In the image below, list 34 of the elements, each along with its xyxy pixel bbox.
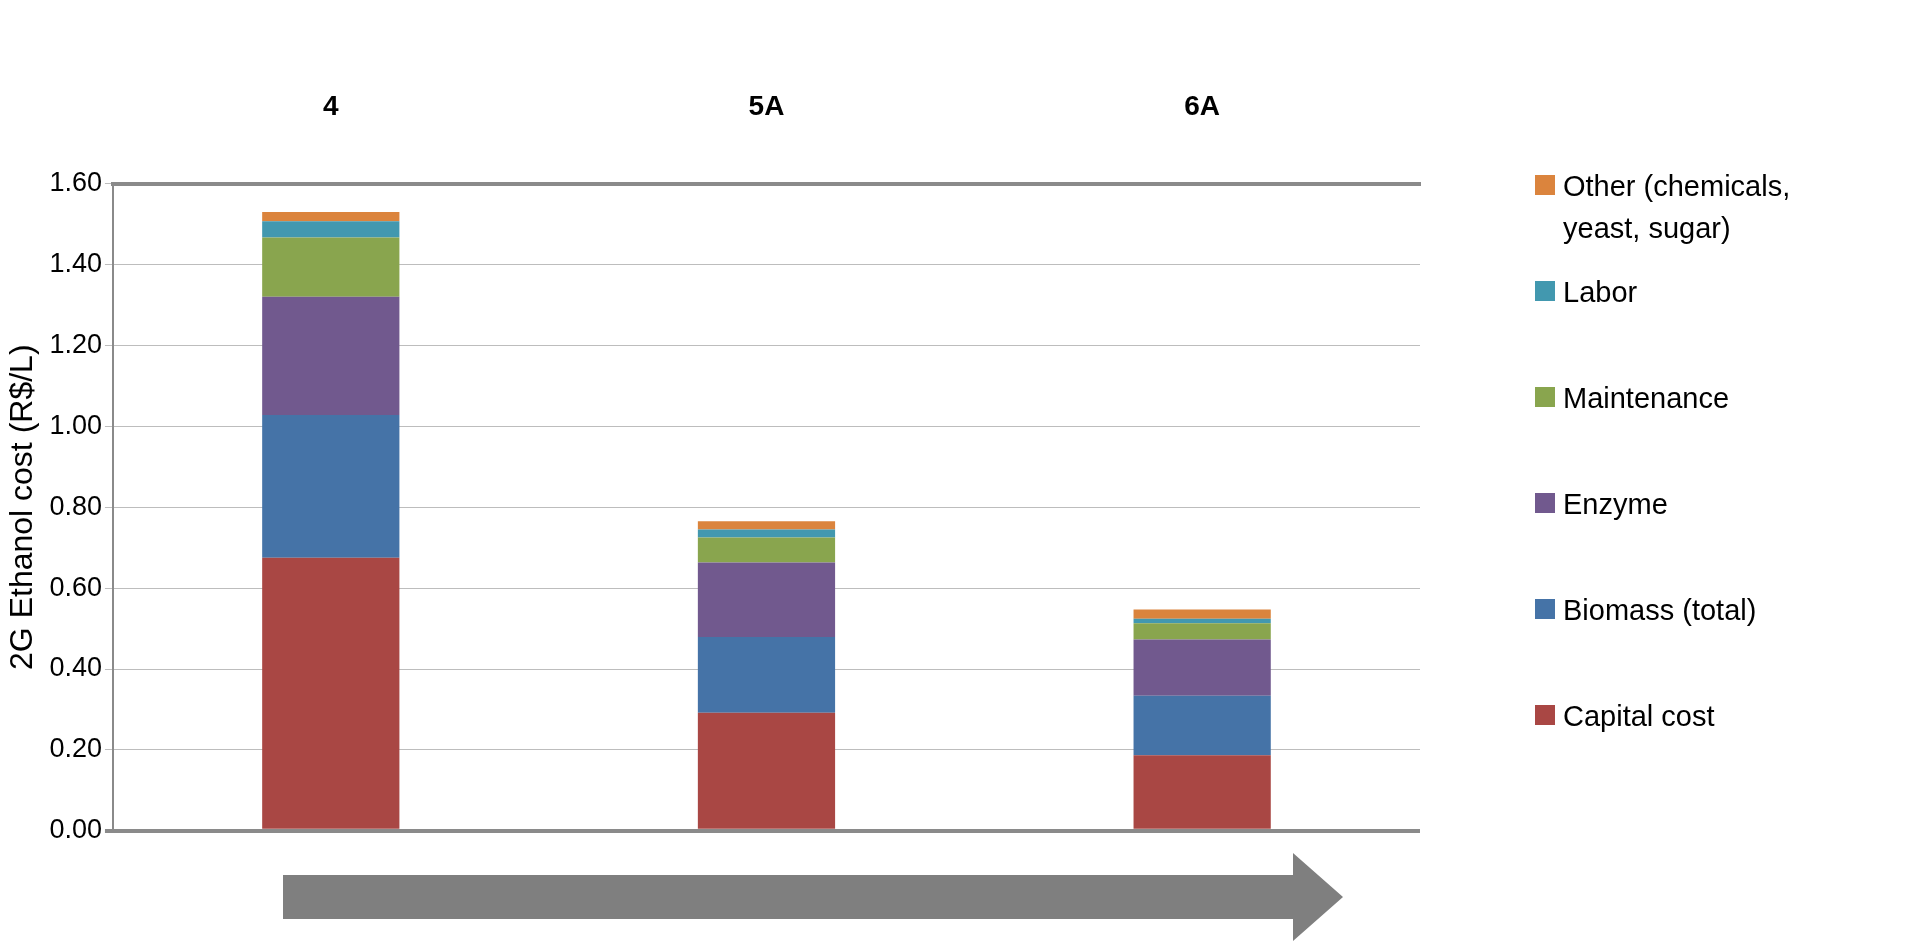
bar: [697, 562, 836, 638]
legend-label: Other (chemicals, yeast, sugar): [1563, 169, 1792, 246]
legend-label: Labor: [1563, 275, 1638, 310]
bar: [262, 414, 400, 558]
legend-label: Capital cost: [1563, 699, 1715, 734]
legend-label: Enzyme: [1563, 487, 1668, 522]
y-tick-label: 0.40: [49, 652, 102, 683]
y-tick-label: 0.60: [49, 571, 102, 602]
bar: [697, 529, 836, 538]
x-tick-label: 4: [323, 89, 339, 121]
y-tick-label: 0.80: [49, 490, 102, 521]
bar: [262, 296, 400, 415]
y-tick-label: 0.00: [49, 814, 102, 845]
y-tick-label: 1.60: [49, 167, 102, 198]
bar: [697, 637, 836, 713]
y-tick-label: 1.00: [49, 409, 102, 440]
bar: [1133, 695, 1271, 756]
bar: [1133, 639, 1271, 696]
x-tick-label: 5A: [748, 89, 785, 121]
bar: [1133, 609, 1271, 619]
y-tick-label: 0.20: [49, 733, 102, 764]
y-axis-title: 2G Ethanol cost (R$/L): [3, 344, 40, 670]
y-tick-label: 1.40: [49, 247, 102, 278]
legend-label: Maintenance: [1563, 381, 1730, 416]
bar: [262, 211, 400, 222]
bar: [1133, 623, 1271, 640]
bar: [697, 537, 836, 563]
bar: [697, 521, 836, 530]
legend-label: Biomass (total): [1563, 593, 1757, 628]
bar: [1133, 618, 1271, 624]
y-tick-label: 1.20: [49, 328, 102, 359]
bar: [262, 237, 400, 297]
bar: [262, 221, 400, 238]
x-tick-label: 6A: [1184, 89, 1221, 121]
